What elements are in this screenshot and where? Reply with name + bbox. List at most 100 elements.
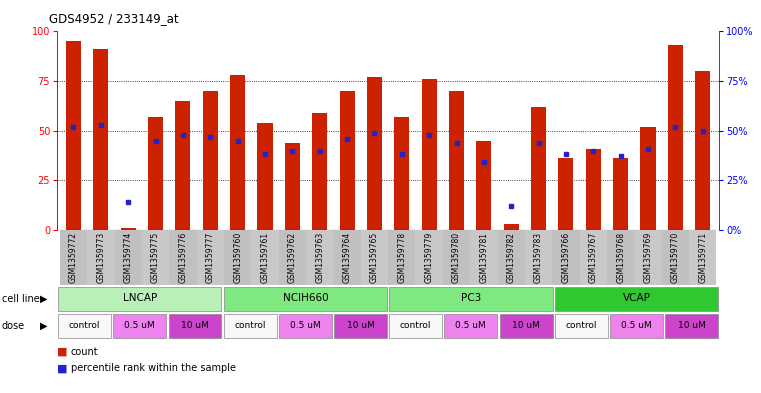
- Text: PC3: PC3: [460, 293, 481, 303]
- Bar: [443, 230, 470, 285]
- Text: GSM1359765: GSM1359765: [370, 231, 379, 283]
- Bar: [224, 314, 277, 338]
- Bar: [613, 158, 628, 230]
- Bar: [306, 230, 333, 285]
- Text: GSM1359778: GSM1359778: [397, 231, 406, 283]
- Text: dose: dose: [2, 321, 24, 331]
- Text: ▶: ▶: [40, 294, 48, 304]
- Text: NCIH660: NCIH660: [282, 293, 328, 303]
- Text: 10 uM: 10 uM: [346, 321, 374, 330]
- Text: percentile rank within the sample: percentile rank within the sample: [71, 363, 236, 373]
- Text: GSM1359773: GSM1359773: [97, 231, 105, 283]
- Bar: [389, 314, 442, 338]
- Bar: [662, 230, 689, 285]
- Text: GSM1359760: GSM1359760: [233, 231, 242, 283]
- Bar: [367, 77, 382, 230]
- Bar: [334, 314, 387, 338]
- Bar: [58, 314, 111, 338]
- Bar: [88, 230, 114, 285]
- Bar: [389, 286, 552, 311]
- Bar: [525, 230, 552, 285]
- Bar: [555, 314, 608, 338]
- Text: GSM1359776: GSM1359776: [178, 231, 187, 283]
- Text: GSM1359780: GSM1359780: [452, 231, 461, 283]
- Bar: [476, 141, 492, 230]
- Text: GSM1359781: GSM1359781: [479, 231, 489, 283]
- Bar: [196, 230, 224, 285]
- Text: GSM1359768: GSM1359768: [616, 231, 625, 283]
- Bar: [58, 286, 221, 311]
- Bar: [279, 314, 332, 338]
- Text: GSM1359762: GSM1359762: [288, 231, 297, 283]
- Bar: [312, 113, 327, 230]
- Bar: [148, 117, 163, 230]
- Text: ■: ■: [57, 363, 68, 373]
- Bar: [665, 314, 718, 338]
- Bar: [224, 286, 387, 311]
- Text: 10 uM: 10 uM: [512, 321, 540, 330]
- Text: GSM1359767: GSM1359767: [589, 231, 598, 283]
- Text: GSM1359774: GSM1359774: [124, 231, 132, 283]
- Bar: [168, 314, 221, 338]
- Text: ▶: ▶: [40, 321, 48, 331]
- Bar: [586, 149, 601, 230]
- Bar: [555, 286, 718, 311]
- Bar: [641, 127, 655, 230]
- Bar: [504, 224, 519, 230]
- Text: GSM1359769: GSM1359769: [644, 231, 652, 283]
- Bar: [279, 230, 306, 285]
- Text: GSM1359764: GSM1359764: [342, 231, 352, 283]
- Bar: [285, 143, 300, 230]
- Text: VCAP: VCAP: [622, 293, 651, 303]
- Bar: [444, 314, 498, 338]
- Bar: [696, 71, 710, 230]
- Bar: [175, 101, 190, 230]
- Bar: [339, 91, 355, 230]
- Bar: [498, 230, 525, 285]
- Bar: [361, 230, 388, 285]
- Bar: [635, 230, 662, 285]
- Text: cell line: cell line: [2, 294, 40, 304]
- Bar: [60, 230, 88, 285]
- Text: control: control: [69, 321, 100, 330]
- Bar: [333, 230, 361, 285]
- Text: GSM1359761: GSM1359761: [260, 231, 269, 283]
- Bar: [202, 91, 218, 230]
- Text: control: control: [400, 321, 431, 330]
- Text: control: control: [234, 321, 266, 330]
- Bar: [224, 230, 251, 285]
- Bar: [94, 49, 108, 230]
- Text: GSM1359772: GSM1359772: [69, 231, 78, 283]
- Bar: [66, 41, 81, 230]
- Text: 0.5 uM: 0.5 uM: [125, 321, 155, 330]
- Text: GSM1359771: GSM1359771: [699, 231, 707, 283]
- Text: control: control: [565, 321, 597, 330]
- Bar: [668, 45, 683, 230]
- Bar: [114, 230, 142, 285]
- Bar: [416, 230, 443, 285]
- Text: GSM1359763: GSM1359763: [315, 231, 324, 283]
- Bar: [607, 230, 635, 285]
- Bar: [142, 230, 169, 285]
- Bar: [559, 158, 574, 230]
- Text: 0.5 uM: 0.5 uM: [290, 321, 320, 330]
- Bar: [251, 230, 279, 285]
- Bar: [388, 230, 416, 285]
- Bar: [580, 230, 607, 285]
- Bar: [422, 79, 437, 230]
- Bar: [610, 314, 663, 338]
- Text: LNCAP: LNCAP: [123, 293, 157, 303]
- Bar: [394, 117, 409, 230]
- Text: 10 uM: 10 uM: [181, 321, 209, 330]
- Bar: [121, 228, 135, 230]
- Bar: [499, 314, 552, 338]
- Bar: [552, 230, 580, 285]
- Bar: [689, 230, 716, 285]
- Text: 0.5 uM: 0.5 uM: [456, 321, 486, 330]
- Text: GSM1359775: GSM1359775: [151, 231, 160, 283]
- Text: GSM1359783: GSM1359783: [534, 231, 543, 283]
- Text: GSM1359766: GSM1359766: [562, 231, 571, 283]
- Text: GDS4952 / 233149_at: GDS4952 / 233149_at: [49, 12, 179, 25]
- Text: GSM1359782: GSM1359782: [507, 231, 516, 283]
- Text: ■: ■: [57, 347, 68, 357]
